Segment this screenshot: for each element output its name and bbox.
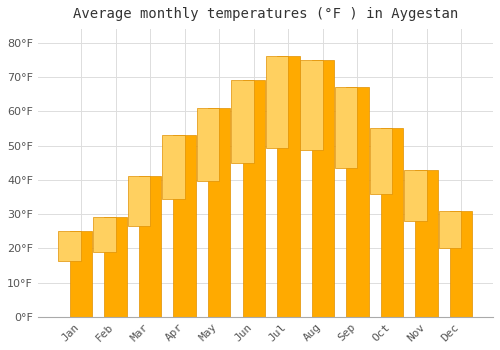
Bar [58,231,81,261]
Bar [370,128,392,194]
Bar [162,135,184,199]
Bar [242,80,265,317]
Bar [381,128,403,317]
Bar [335,87,357,168]
Bar [174,135,196,317]
Bar [139,176,162,317]
Bar [93,217,116,252]
Bar [312,60,334,317]
Bar [346,87,368,317]
Bar [266,56,288,148]
Bar [232,80,254,163]
Bar [277,56,299,317]
Bar [196,108,219,181]
Bar [104,217,127,317]
Bar [450,211,472,317]
Title: Average monthly temperatures (°F ) in Aygestan: Average monthly temperatures (°F ) in Ay… [73,7,458,21]
Bar [70,231,92,317]
Bar [416,169,438,317]
Bar [208,108,231,317]
Bar [128,176,150,225]
Bar [300,60,323,150]
Bar [404,169,426,221]
Bar [438,211,461,248]
